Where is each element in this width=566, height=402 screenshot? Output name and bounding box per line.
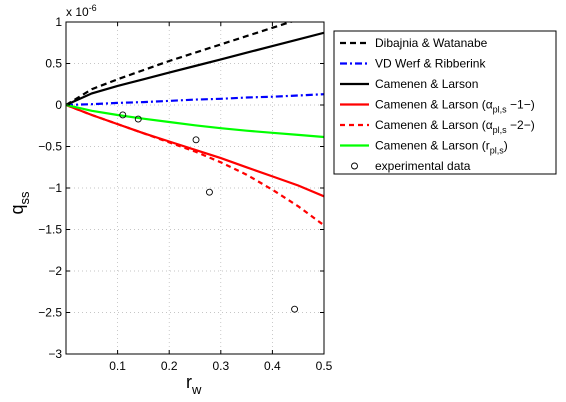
- series-line-6: [66, 103, 324, 139]
- x-tick-label: 0.3: [212, 359, 229, 373]
- y-axis-label: qss: [7, 191, 32, 215]
- y-tick-label: −2: [48, 264, 62, 278]
- y-axis-label-main: q: [7, 204, 27, 214]
- legend-label-3: Camenen & Larson: [375, 77, 478, 91]
- x-axis-label-main: r: [186, 372, 192, 392]
- experimental-point: [119, 111, 127, 119]
- y-tick-label: −2.5: [38, 306, 62, 320]
- legend-box: [333, 30, 557, 175]
- y-multiplier-text: x 10: [66, 5, 89, 19]
- y-tick-label: 0.5: [45, 57, 62, 71]
- y-tick-label: −3: [48, 347, 62, 361]
- legend-label-1: Dibajnia & Watanabe: [375, 36, 488, 50]
- series-line-2: [66, 93, 324, 107]
- axis-ticks: 0.1 0.2 0.3 0.4 0.5 −3 −2.5 −2 −1.5 −1 −0.5 0 0.5 1: [38, 15, 332, 373]
- experimental-point: [134, 115, 142, 123]
- y-multiplier-exp: -6: [89, 3, 97, 13]
- legend-label-4: Camenen & Larson (αpl,s −1−): [375, 98, 535, 115]
- legend: Dibajnia & Watanabe VD Werf & Ribberink Ca…: [333, 30, 557, 175]
- x-tick-label: 0.2: [161, 359, 178, 373]
- y-tick-label: −1.5: [38, 223, 62, 237]
- y-tick-label: −0.5: [38, 140, 62, 154]
- x-tick-label: 0.5: [316, 359, 333, 373]
- experimental-point: [205, 188, 213, 196]
- legend-label-2: VD Werf & Ribberink: [375, 57, 486, 71]
- experimental-points: [119, 111, 299, 313]
- y-tick-label: 0: [55, 98, 62, 112]
- legend-label-experimental: experimental data: [375, 159, 471, 173]
- y-tick-label: −1: [48, 181, 62, 195]
- legend-label-6: Camenen & Larson (rpl,s): [375, 139, 508, 156]
- series-lines: [66, 22, 324, 227]
- x-axis-label-sub: w: [191, 382, 202, 397]
- x-tick-label: 0.4: [264, 359, 281, 373]
- x-axis-label: rw: [186, 372, 202, 397]
- series-line-1: [66, 22, 295, 106]
- experimental-point: [192, 136, 200, 144]
- y-axis-label-sub: ss: [17, 191, 32, 205]
- grid-lines: [66, 21, 325, 355]
- series-line-5: [66, 103, 324, 227]
- y-tick-label: 1: [55, 15, 62, 29]
- series-line-3: [66, 31, 324, 107]
- legend-swatch-experimental: [351, 162, 358, 170]
- x-tick-label: 0.1: [109, 359, 126, 373]
- legend-label-5: Camenen & Larson (αpl,s −2−): [375, 118, 535, 135]
- experimental-point: [291, 305, 299, 313]
- y-multiplier: x 10-6: [66, 3, 97, 19]
